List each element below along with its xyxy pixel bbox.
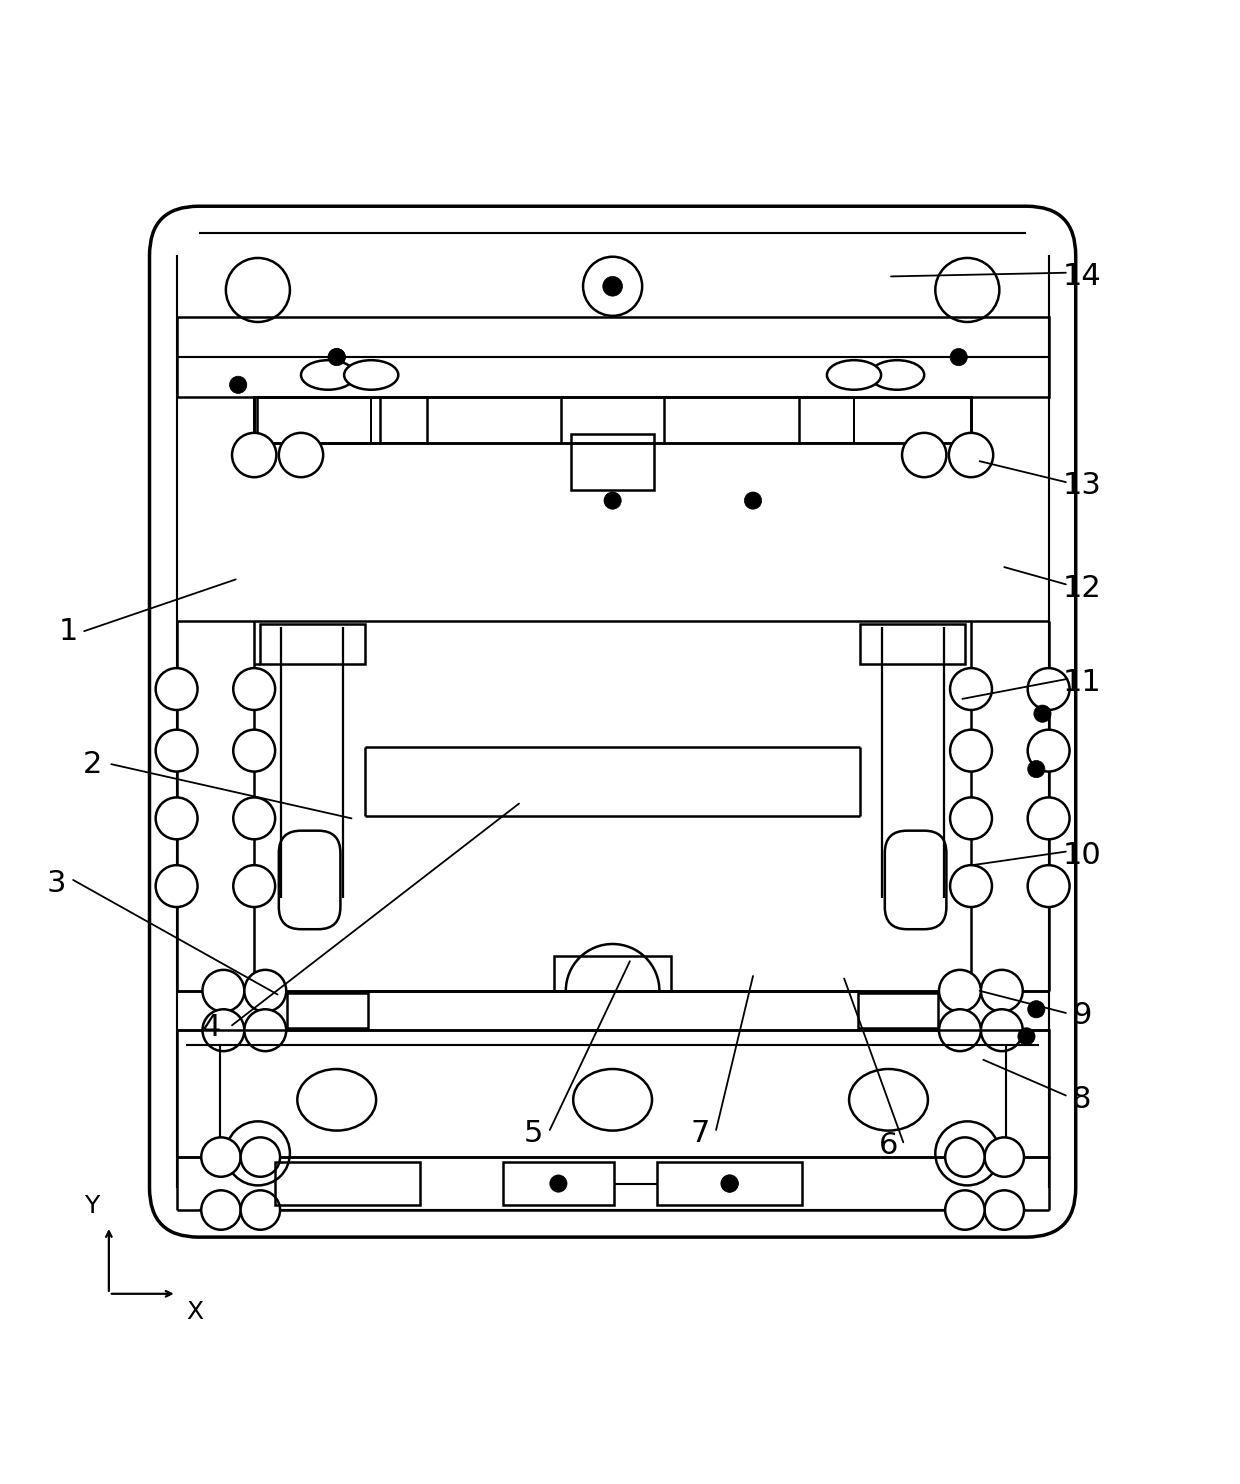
Circle shape — [950, 797, 992, 840]
Circle shape — [945, 1137, 985, 1177]
Circle shape — [233, 668, 275, 709]
Circle shape — [241, 1137, 280, 1177]
Circle shape — [1028, 1000, 1045, 1018]
Bar — [570, 435, 655, 490]
Text: 3: 3 — [46, 870, 66, 898]
Text: X: X — [186, 1300, 203, 1324]
Circle shape — [949, 433, 993, 478]
Circle shape — [901, 433, 946, 478]
Text: 5: 5 — [525, 1119, 543, 1149]
Text: Y: Y — [84, 1195, 99, 1218]
Circle shape — [939, 971, 981, 1012]
Bar — [257, 398, 379, 442]
Text: 8: 8 — [1073, 1085, 1091, 1113]
Circle shape — [1028, 668, 1070, 709]
Circle shape — [329, 349, 345, 365]
Text: 12: 12 — [1063, 573, 1101, 603]
Bar — [657, 1162, 802, 1205]
Circle shape — [604, 493, 621, 509]
Text: 2: 2 — [83, 749, 103, 779]
Bar — [799, 398, 971, 442]
Bar — [560, 398, 665, 442]
Text: 4: 4 — [201, 1014, 221, 1042]
Circle shape — [935, 258, 999, 322]
Circle shape — [950, 730, 992, 772]
Circle shape — [549, 1175, 567, 1192]
Text: 13: 13 — [1063, 472, 1101, 500]
Circle shape — [1028, 797, 1070, 840]
Text: 9: 9 — [1073, 1000, 1091, 1030]
Circle shape — [244, 971, 286, 1012]
Circle shape — [985, 1137, 1024, 1177]
Circle shape — [603, 276, 622, 297]
Bar — [861, 623, 965, 665]
Bar — [254, 398, 427, 442]
Bar — [288, 993, 367, 1028]
Circle shape — [985, 1190, 1024, 1230]
Bar — [275, 1162, 420, 1205]
Ellipse shape — [573, 1068, 652, 1131]
Text: 14: 14 — [1063, 263, 1101, 291]
Circle shape — [226, 1122, 290, 1186]
Circle shape — [156, 668, 197, 709]
Circle shape — [1028, 865, 1070, 907]
Circle shape — [945, 1190, 985, 1230]
Circle shape — [950, 668, 992, 709]
Text: 11: 11 — [1063, 668, 1101, 697]
Ellipse shape — [827, 361, 882, 390]
Circle shape — [233, 865, 275, 907]
Circle shape — [1018, 1028, 1035, 1045]
Circle shape — [226, 258, 290, 322]
Circle shape — [202, 971, 244, 1012]
Circle shape — [201, 1190, 241, 1230]
Bar — [254, 398, 971, 442]
FancyBboxPatch shape — [150, 206, 1076, 1238]
Circle shape — [233, 730, 275, 772]
Circle shape — [156, 865, 197, 907]
Circle shape — [981, 1009, 1023, 1051]
Circle shape — [950, 865, 992, 907]
Circle shape — [279, 433, 324, 478]
Circle shape — [1034, 705, 1052, 723]
Circle shape — [232, 433, 277, 478]
Ellipse shape — [301, 361, 355, 390]
Circle shape — [981, 971, 1023, 1012]
Circle shape — [1028, 760, 1045, 778]
Circle shape — [202, 1009, 244, 1051]
Ellipse shape — [345, 361, 398, 390]
Circle shape — [201, 1137, 241, 1177]
Circle shape — [229, 377, 247, 393]
Circle shape — [233, 797, 275, 840]
Circle shape — [939, 1009, 981, 1051]
Circle shape — [935, 1122, 999, 1186]
Bar — [176, 1030, 1049, 1158]
Text: 10: 10 — [1063, 841, 1101, 870]
Bar — [858, 993, 937, 1028]
Bar — [260, 623, 365, 665]
Ellipse shape — [870, 361, 924, 390]
Circle shape — [583, 257, 642, 316]
Circle shape — [720, 1175, 738, 1192]
Circle shape — [156, 730, 197, 772]
Ellipse shape — [298, 1068, 376, 1131]
Circle shape — [156, 797, 197, 840]
Bar — [503, 1162, 614, 1205]
Text: 7: 7 — [691, 1119, 709, 1149]
Circle shape — [950, 349, 967, 365]
Text: 1: 1 — [58, 617, 78, 646]
Circle shape — [744, 493, 761, 509]
Ellipse shape — [849, 1068, 928, 1131]
Circle shape — [720, 1175, 738, 1192]
Bar — [554, 956, 671, 991]
Bar — [176, 318, 1049, 398]
Circle shape — [329, 349, 345, 365]
Circle shape — [1028, 730, 1070, 772]
Circle shape — [241, 1190, 280, 1230]
Circle shape — [244, 1009, 286, 1051]
Text: 6: 6 — [879, 1131, 898, 1160]
